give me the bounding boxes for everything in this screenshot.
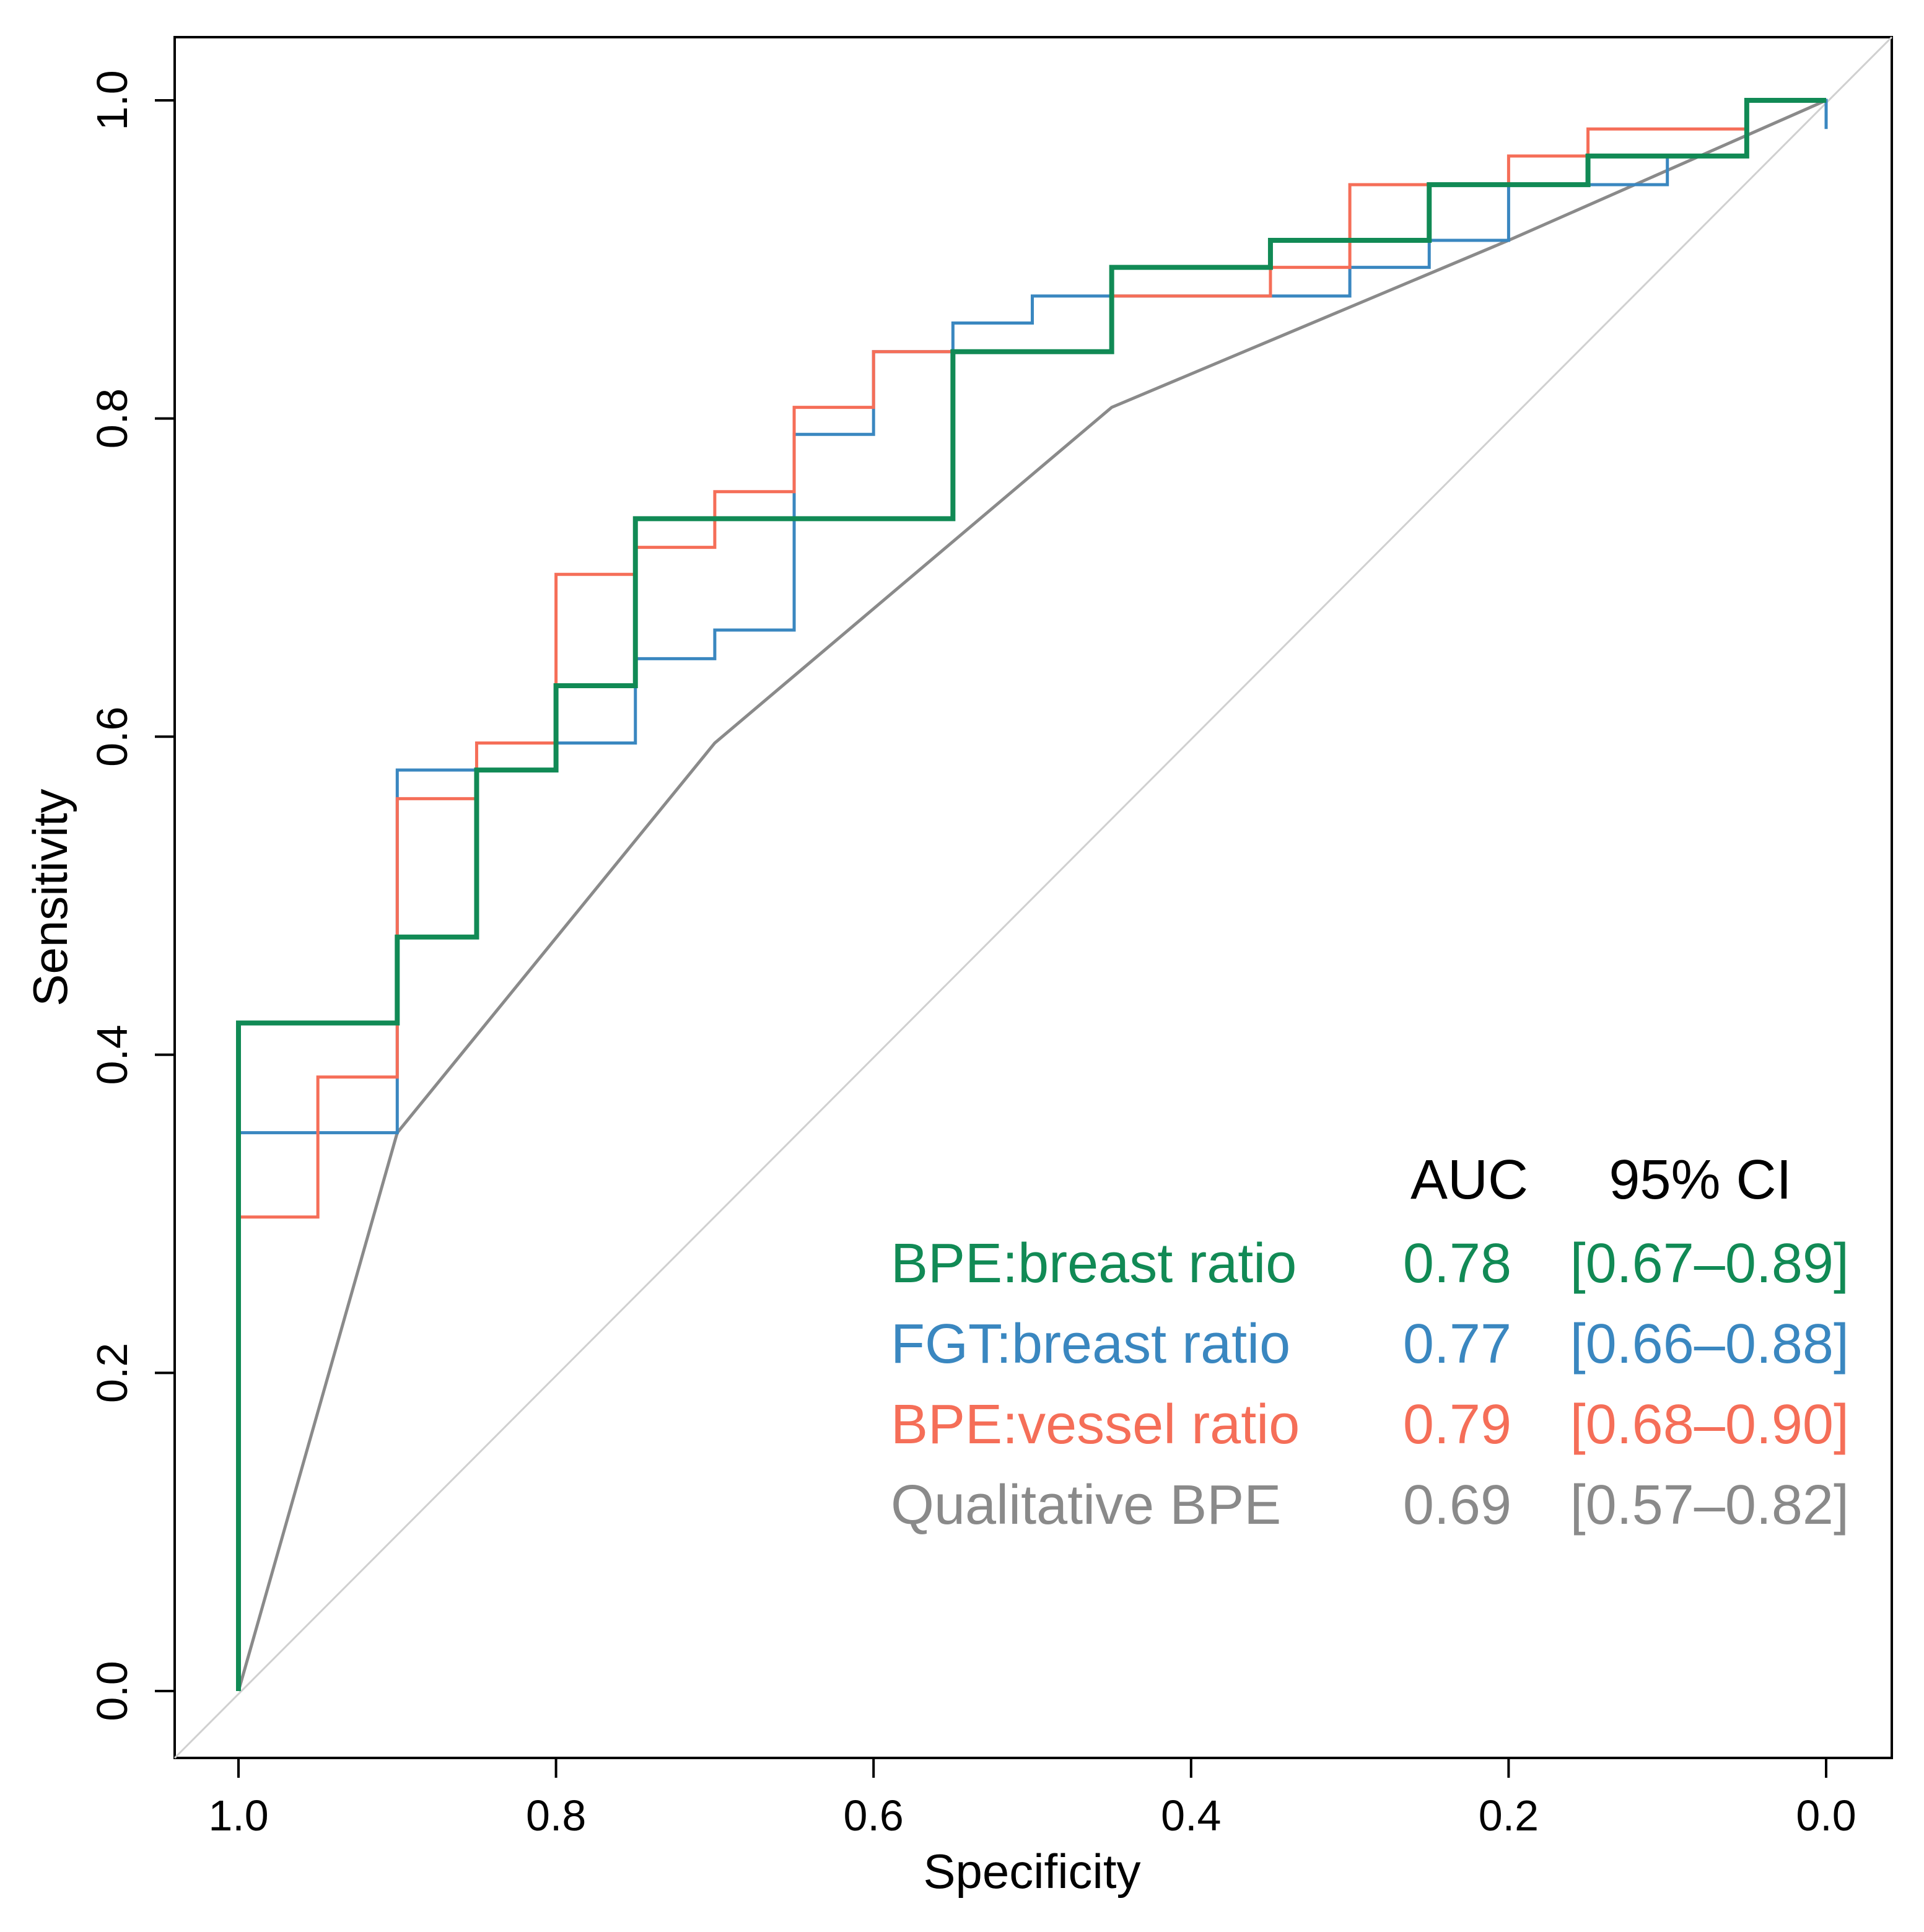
roc-curve-fgt-breast-ratio xyxy=(237,98,1828,1691)
x-axis-title: Specificity xyxy=(923,1844,1140,1899)
x-axis-ticks: 1.0 0.8 0.6 0.4 0.2 0.0 xyxy=(208,1758,1856,1840)
legend-auc-value: 0.69 xyxy=(1403,1474,1511,1536)
legend-series-label: FGT:breast ratio xyxy=(891,1313,1290,1375)
legend-ci-value: [0.57–0.82] xyxy=(1570,1474,1849,1536)
y-tick-label: 0.4 xyxy=(88,1025,136,1085)
y-axis-ticks: 0.0 0.2 0.4 0.6 0.8 1.0 xyxy=(88,70,175,1721)
legend-auc-value: 0.77 xyxy=(1403,1313,1511,1375)
roc-curve-bpe-vessel-ratio xyxy=(237,98,1826,1691)
x-tick-label: 0.4 xyxy=(1161,1791,1221,1840)
roc-curve-qualitative-bpe xyxy=(237,98,1827,1692)
x-tick-label: 1.0 xyxy=(208,1791,268,1840)
legend-series-label: Qualitative BPE xyxy=(891,1474,1281,1536)
y-tick-label: 0.8 xyxy=(88,388,136,448)
legend-ci-value: [0.66–0.88] xyxy=(1570,1313,1849,1375)
legend-series-label: BPE:breast ratio xyxy=(891,1233,1297,1295)
x-tick-label: 0.6 xyxy=(844,1791,904,1840)
y-tick-label: 0.0 xyxy=(88,1661,136,1721)
reference-diagonal-line xyxy=(173,36,1893,1759)
roc-curves xyxy=(236,98,1828,1692)
y-tick-label: 0.2 xyxy=(88,1343,136,1403)
y-tick-label: 0.6 xyxy=(88,707,136,767)
legend-series-label: BPE:vessel ratio xyxy=(891,1394,1300,1456)
legend-ci-value: [0.68–0.90] xyxy=(1570,1394,1849,1456)
legend-auc-value: 0.79 xyxy=(1403,1394,1511,1456)
legend-ci-value: [0.67–0.89] xyxy=(1570,1233,1849,1295)
legend-header-auc: AUC xyxy=(1410,1149,1528,1211)
legend-rows: BPE:breast ratio 0.78 [0.67–0.89] FGT:breas… xyxy=(891,1233,1849,1536)
x-tick-label: 0.0 xyxy=(1796,1791,1856,1840)
x-tick-label: 0.8 xyxy=(526,1791,586,1840)
y-tick-label: 1.0 xyxy=(88,70,136,130)
x-tick-label: 0.2 xyxy=(1479,1791,1539,1840)
legend-header-ci: 95% CI xyxy=(1609,1149,1791,1211)
roc-curve-bpe-breast-ratio xyxy=(236,98,1826,1691)
y-axis-title: Sensitivity xyxy=(23,789,77,1006)
legend-auc-value: 0.78 xyxy=(1403,1233,1511,1295)
legend: AUC 95% CI BPE:breast ratio 0.78 [0.67–0.8… xyxy=(891,1149,1849,1536)
